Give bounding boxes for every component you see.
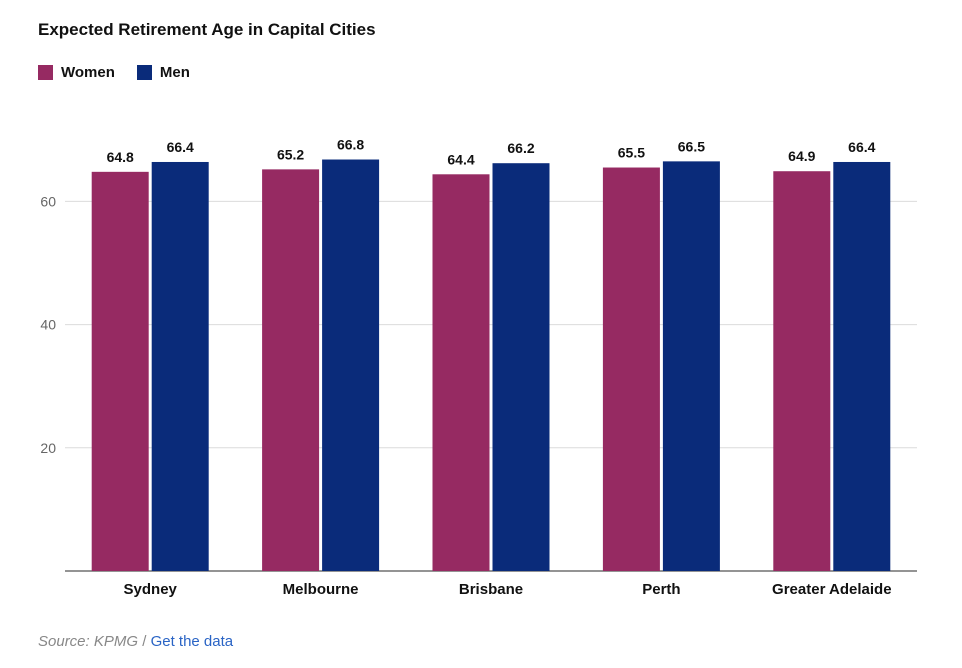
bar-men-greater-adelaide	[833, 161, 891, 571]
data-label-women-perth: 65.5	[618, 145, 645, 161]
data-label-men-perth: 66.5	[678, 138, 705, 154]
legend-swatch-men	[136, 65, 152, 80]
legend-item-men: Men	[136, 64, 190, 81]
bar-men-perth	[662, 161, 720, 572]
x-tick-label-sydney: Sydney	[124, 581, 178, 598]
data-label-men-brisbane: 66.2	[507, 140, 534, 156]
y-tick-label-40: 40	[40, 317, 56, 333]
bar-women-perth	[602, 167, 660, 571]
data-label-men-greater-adelaide: 66.4	[848, 139, 875, 155]
x-tick-label-brisbane: Brisbane	[459, 581, 523, 598]
bar-chart: 20 40 60 64.8 66.4 Sydney 65.2 66.8 Melbourne 64.…	[40, 137, 917, 598]
data-label-women-sydney: 64.8	[107, 149, 134, 165]
data-label-women-melbourne: 65.2	[277, 146, 304, 162]
get-the-data-link[interactable]: Get the data	[150, 633, 234, 650]
legend-item-women: Women	[38, 64, 115, 81]
legend-label-women: Women	[61, 64, 115, 81]
bar-men-brisbane	[492, 163, 550, 571]
legend-swatch-women	[38, 65, 53, 80]
bar-women-brisbane	[432, 174, 490, 571]
bar-women-melbourne	[262, 169, 320, 572]
bar-women-greater-adelaide	[773, 171, 831, 571]
chart-title: Expected Retirement Age in Capital Citie…	[38, 20, 376, 39]
footer-separator: /	[138, 633, 151, 650]
bar-men-sydney	[151, 161, 209, 571]
data-label-women-brisbane: 64.4	[447, 151, 474, 167]
x-tick-label-greater-adelaide: Greater Adelaide	[772, 581, 892, 598]
bar-men-melbourne	[322, 159, 380, 571]
x-tick-label-melbourne: Melbourne	[283, 581, 359, 598]
data-label-men-sydney: 66.4	[167, 139, 194, 155]
x-tick-label-perth: Perth	[642, 581, 680, 598]
legend-label-men: Men	[159, 64, 190, 81]
data-label-men-melbourne: 66.8	[337, 137, 364, 153]
bar-women-sydney	[91, 171, 149, 571]
source-text: Source: KPMG	[38, 633, 139, 650]
legend: Women Men	[38, 64, 212, 81]
y-tick-label-60: 60	[40, 193, 56, 209]
y-tick-label-20: 20	[40, 440, 56, 456]
data-label-women-greater-adelaide: 64.9	[788, 148, 815, 164]
footer: Source: KPMG / Get the data	[38, 633, 233, 650]
